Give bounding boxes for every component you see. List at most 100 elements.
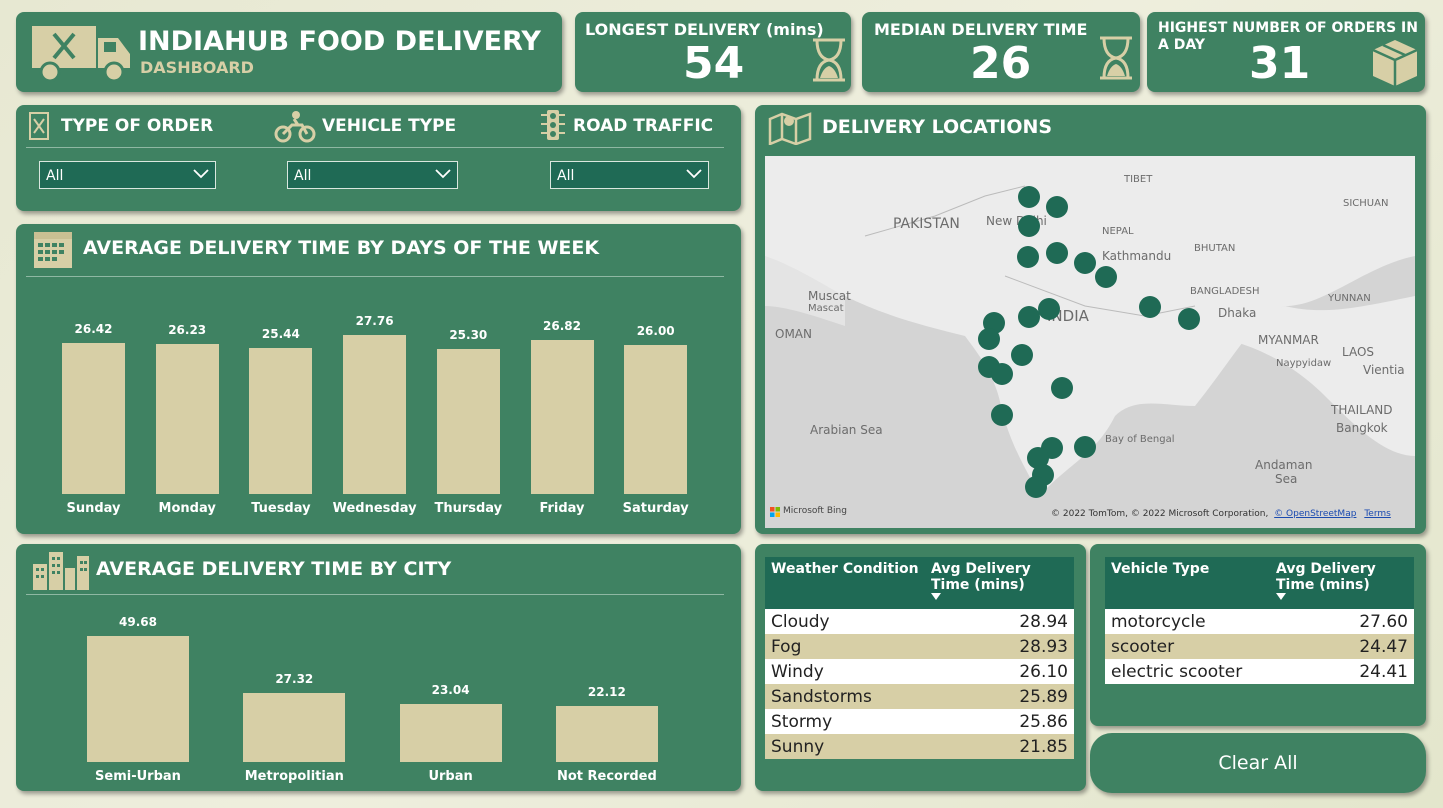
dropdown-value: All [557,168,575,184]
table-row[interactable]: Sunny 21.85 [765,734,1074,759]
clear-all-button[interactable]: Clear All [1090,733,1426,793]
map-label: Bay of Bengal [1105,434,1175,445]
bar-value-label: 26.00 [636,324,675,339]
cell-weather: Fog [765,634,925,659]
bar-wednesday[interactable] [343,335,407,494]
table-row[interactable]: motorcycle 27.60 [1105,609,1414,634]
location-marker[interactable] [1139,296,1161,318]
cell-value: 28.94 [925,609,1074,634]
map-label: BHUTAN [1194,243,1236,254]
vehicle-type-dropdown[interactable]: All [287,161,458,189]
microsoft-logo-icon [770,507,780,517]
map-label: Dhaka [1218,306,1257,320]
bar-sunday[interactable] [62,342,125,494]
location-marker[interactable] [1025,476,1047,498]
map-canvas[interactable]: PAKISTAN New Delhi TIBET SICHUAN NEPAL K… [765,156,1415,528]
column-header-label: Avg Delivery Time (mins) [931,561,1031,593]
cell-value: 27.60 [1270,609,1414,634]
location-marker[interactable] [991,404,1013,426]
column-header[interactable]: Avg Delivery Time (mins) [925,557,1074,609]
cell-value: 25.86 [925,709,1074,734]
location-marker[interactable] [1074,252,1096,274]
bar-monday[interactable] [155,343,219,494]
location-marker[interactable] [1011,344,1033,366]
bar-semi-urban[interactable] [87,636,189,762]
column-header[interactable]: Weather Condition [765,557,925,609]
location-marker[interactable] [1017,246,1039,268]
hourglass-icon [813,38,845,82]
kpi-value: 26 [970,38,1032,89]
divider [26,276,724,277]
cell-vehicle: electric scooter [1105,659,1270,684]
osm-link[interactable]: © OpenStreetMap [1274,509,1357,519]
location-marker[interactable] [1046,196,1068,218]
kpi-value: 31 [1249,38,1311,89]
column-header[interactable]: Vehicle Type [1105,557,1270,609]
location-marker[interactable] [978,328,1000,350]
category-label: Sunday [66,501,121,516]
table-row[interactable]: Sandstorms 25.89 [765,684,1074,709]
kpi-value: 54 [683,38,745,89]
map-label: Naypyidaw [1276,358,1332,369]
map-label: BANGLADESH [1190,286,1260,297]
map-terrain [765,156,1415,528]
bar-metropolitian[interactable] [243,692,346,762]
location-marker[interactable] [1095,266,1117,288]
delivery-truck-icon [32,26,130,82]
table-row[interactable]: Cloudy 28.94 [765,609,1074,634]
bar-value-label: 26.23 [168,322,207,337]
filters-panel: TYPE OF ORDER VEHICLE TYPE ROAD TRAFFIC … [16,105,741,211]
bar-value-label: 27.76 [355,314,394,328]
location-marker[interactable] [1038,298,1060,320]
terms-link[interactable]: Terms [1364,509,1391,519]
location-marker[interactable] [1046,242,1068,264]
location-marker[interactable] [1027,447,1049,469]
cell-weather: Sunny [765,734,925,759]
cell-value: 28.93 [925,634,1074,659]
location-marker[interactable] [1018,186,1040,208]
map-label: LAOS [1342,345,1375,359]
bar-not-recorded[interactable] [555,705,658,762]
bar-value-label: 27.32 [275,671,314,686]
location-marker[interactable] [1051,377,1073,399]
bar-thursday[interactable] [436,349,500,494]
road-traffic-dropdown[interactable]: All [550,161,709,189]
location-marker[interactable] [1178,308,1200,330]
chevron-down-icon [193,169,209,179]
box-icon [1372,40,1418,86]
map-label: Sea [1275,472,1298,486]
category-label: Metropolitian [244,769,344,784]
bar-value-label: 25.30 [449,328,488,343]
location-marker[interactable] [991,363,1013,385]
map-label: Mascat [808,303,844,314]
column-header-label: Avg Delivery Time (mins) [1276,561,1376,593]
bar-saturday[interactable] [624,345,688,494]
bar-value-label: 23.04 [431,682,470,697]
kpi-title: HIGHEST NUMBER OF ORDERS IN A DAY [1158,20,1418,53]
table-row[interactable]: Fog 28.93 [765,634,1074,659]
column-header[interactable]: Avg Delivery Time (mins) [1270,557,1414,609]
bar-value-label: 49.68 [119,615,157,629]
table-row[interactable]: Stormy 25.86 [765,709,1074,734]
location-marker[interactable] [1018,215,1040,237]
location-marker[interactable] [1074,436,1096,458]
table-row[interactable]: Windy 26.10 [765,659,1074,684]
category-label: Thursday [434,501,503,516]
bar-urban[interactable] [399,703,502,762]
kpi-longest-delivery: LONGEST DELIVERY (mins) 54 [575,12,851,92]
bar-friday[interactable] [530,340,594,494]
cell-vehicle: motorcycle [1105,609,1270,634]
dashboard-title: INDIAHUB FOOD DELIVERY [138,26,541,57]
location-marker[interactable] [1018,306,1040,328]
table-row[interactable]: scooter 24.47 [1105,634,1414,659]
category-label: Not Recorded [556,769,657,784]
map-label: PAKISTAN [893,216,960,232]
order-type-dropdown[interactable]: All [39,161,216,189]
bar-tuesday[interactable] [249,348,313,494]
slicer-label-vehicle-type: VEHICLE TYPE [322,116,457,136]
bar-chart-days: 26.42 Sunday 26.23 Monday 25.44 Tuesday 27.76 W… [16,224,741,534]
map-label: TIBET [1124,174,1153,185]
cell-weather: Stormy [765,709,925,734]
map-label: SICHUAN [1343,198,1389,209]
table-row[interactable]: electric scooter 24.41 [1105,659,1414,684]
